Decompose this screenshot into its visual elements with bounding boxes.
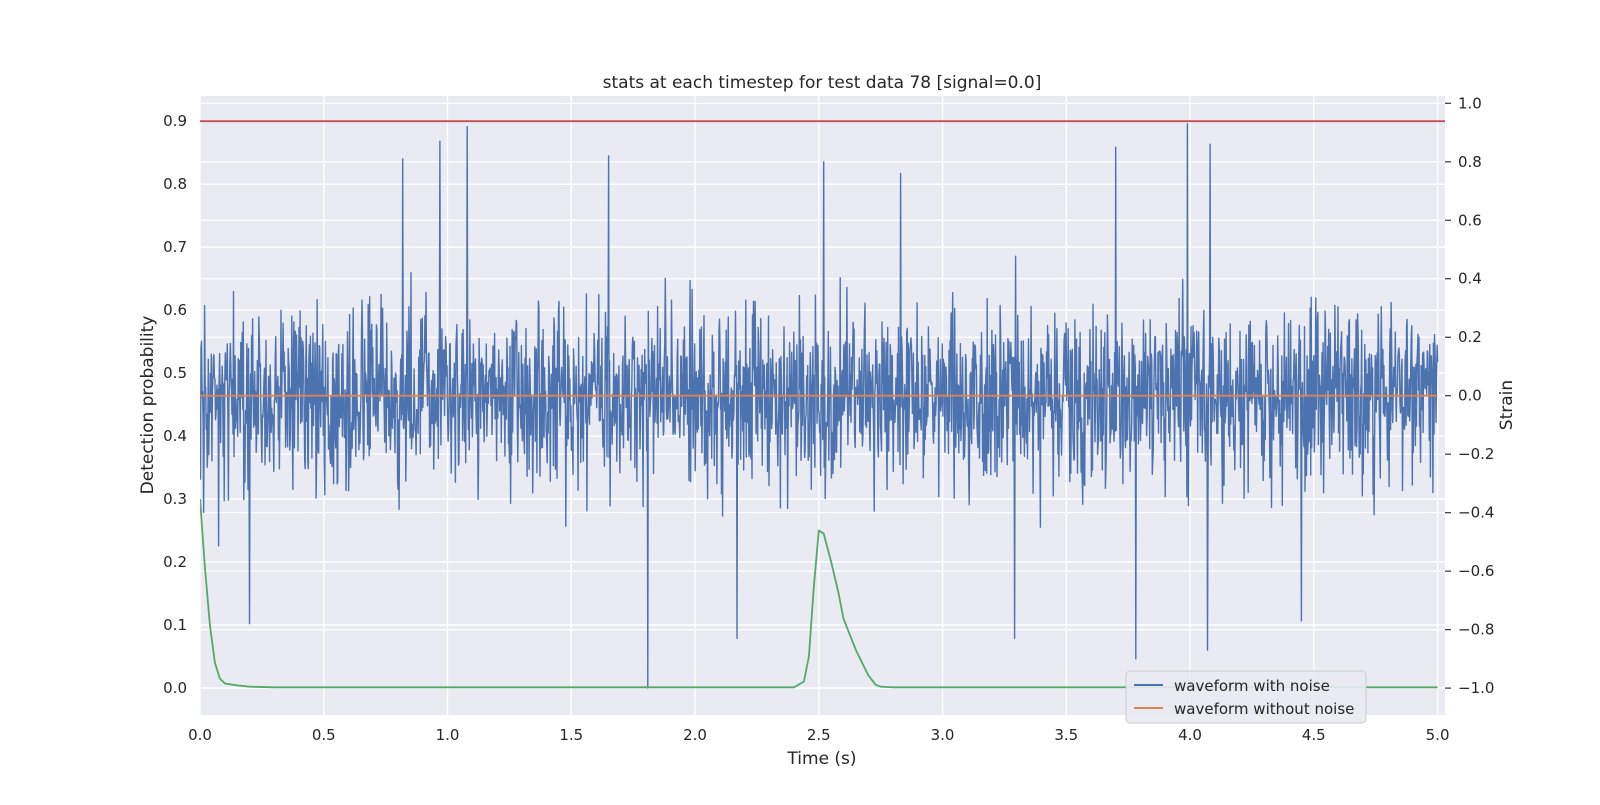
x-tick-label: 1.5 <box>559 726 583 744</box>
y-tick-label-right: 1.0 <box>1458 94 1482 112</box>
y-axis-label-left: Detection probability <box>138 316 158 495</box>
x-tick-label: 4.5 <box>1302 726 1326 744</box>
x-tick-label: 3.0 <box>931 726 955 744</box>
y-tick-label-right: 0.0 <box>1458 387 1482 405</box>
y-tick-label-left: 0.6 <box>163 301 187 319</box>
y-tick-label-left: 0.0 <box>163 679 187 697</box>
y-tick-label-left: 0.5 <box>163 364 187 382</box>
chart-title: stats at each timestep for test data 78 … <box>603 73 1042 93</box>
y-tick-label-right: −1.0 <box>1458 679 1494 697</box>
y-tick-label-right: 0.6 <box>1458 211 1482 229</box>
legend: waveform with noise waveform without noi… <box>1125 670 1367 724</box>
series-layer <box>200 120 1445 689</box>
x-tick-label: 0.5 <box>312 726 336 744</box>
y-tick-label-right: −0.8 <box>1458 621 1494 639</box>
series-detection-probability <box>200 498 1438 689</box>
y-tick-label-left: 0.9 <box>163 112 187 130</box>
y-axis-label-right: Strain <box>1497 380 1517 430</box>
y-tick-label-right: 0.8 <box>1458 153 1482 171</box>
y-tick-label-left: 0.8 <box>163 175 187 193</box>
x-tick-label: 5.0 <box>1426 726 1450 744</box>
x-tick-label: 3.5 <box>1054 726 1078 744</box>
x-axis-label: Time (s) <box>786 749 856 769</box>
x-tick-label: 0.0 <box>188 726 212 744</box>
y-tick-label-right: −0.2 <box>1458 445 1494 463</box>
x-tick-label: 2.5 <box>807 726 831 744</box>
legend-label-noise: waveform with noise <box>1174 677 1330 695</box>
y-tick-label-left: 0.7 <box>163 238 187 256</box>
y-tick-label-left: 0.3 <box>163 490 187 508</box>
series-waveform-with-noise <box>200 123 1439 689</box>
y-tick-label-left: 0.1 <box>163 616 187 634</box>
x-tick-label: 2.0 <box>683 726 707 744</box>
y-tick-label-left: 0.4 <box>163 427 187 445</box>
y-tick-label-right: −0.4 <box>1458 504 1494 522</box>
legend-box <box>1125 670 1367 724</box>
y-tick-label-right: 0.2 <box>1458 328 1482 346</box>
y-tick-label-right: −0.6 <box>1458 562 1494 580</box>
axes: 0.0 0.5 1.0 1.5 2.0 2.5 3.0 3.5 4.0 4.5 5.0 0.0 0.1 0… <box>163 94 1494 744</box>
legend-label-clean: waveform without noise <box>1174 700 1354 718</box>
y-tick-label-right: 0.4 <box>1458 270 1482 288</box>
y-tick-label-left: 0.2 <box>163 553 187 571</box>
x-tick-label: 1.0 <box>436 726 460 744</box>
x-tick-label: 4.0 <box>1178 726 1202 744</box>
